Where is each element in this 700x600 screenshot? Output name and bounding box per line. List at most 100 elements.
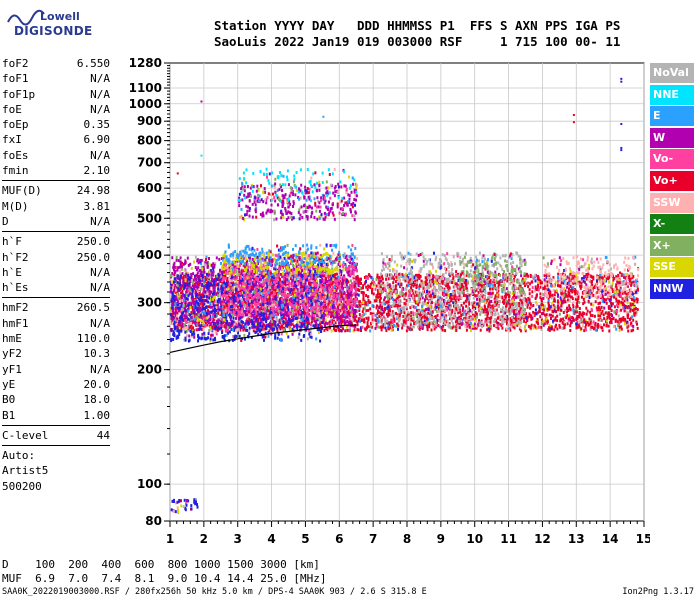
echo-point <box>576 299 579 303</box>
echo-point <box>511 302 514 306</box>
echo-point <box>540 318 543 322</box>
echo-point <box>575 308 578 312</box>
echo-point <box>457 272 459 276</box>
echo-point <box>496 300 499 304</box>
param-row: fxI 6.90 <box>2 132 110 147</box>
echo-point <box>392 281 395 285</box>
echo-point <box>412 284 415 288</box>
echo-point <box>295 279 298 283</box>
echo-point <box>416 279 419 283</box>
echo-point <box>615 275 618 279</box>
echo-point <box>200 262 203 265</box>
echo-point <box>342 287 344 290</box>
echo-point <box>255 327 258 330</box>
echo-point <box>317 257 320 261</box>
echo-point <box>491 306 494 310</box>
echo-point <box>610 321 613 325</box>
echo-point <box>367 316 370 320</box>
echo-point <box>616 320 619 324</box>
echo-point <box>375 325 378 329</box>
echo-point <box>231 273 234 277</box>
echo-point <box>535 300 538 304</box>
echo-point <box>325 290 328 294</box>
header-line-2: SaoLuis 2022 Jan19 019 003000 RSF 1 715 … <box>214 34 621 49</box>
echo-point <box>471 326 474 330</box>
echo-point <box>455 328 458 332</box>
echo-point <box>268 293 271 297</box>
echo-point <box>517 295 520 299</box>
param-row: hmF1 N/A <box>2 316 110 331</box>
separator <box>2 445 110 447</box>
echo-point <box>251 325 254 329</box>
echo-point <box>336 286 339 290</box>
echo-point <box>492 324 495 327</box>
echo-point <box>352 315 355 319</box>
echo-point <box>245 325 248 329</box>
echo-point <box>608 275 611 279</box>
echo-point <box>365 301 368 305</box>
echo-point <box>622 301 625 305</box>
echo-point <box>172 312 175 315</box>
echo-point <box>196 259 199 263</box>
echo-point <box>616 310 618 313</box>
echo-point <box>572 276 575 280</box>
echo-point <box>562 272 565 276</box>
echo-point <box>452 301 455 305</box>
echo-point <box>457 322 460 326</box>
echo-point <box>601 295 604 299</box>
echo-point <box>630 323 633 327</box>
echo-point <box>486 328 489 332</box>
echo-point <box>345 325 348 329</box>
echo-point <box>489 320 492 324</box>
echo-point <box>547 288 550 292</box>
echo-point <box>236 305 239 309</box>
echo-point <box>549 284 552 288</box>
echo-point <box>351 308 354 312</box>
echo-point <box>458 310 461 314</box>
echo-point <box>489 274 492 278</box>
echo-point <box>265 317 268 321</box>
echo-point <box>542 286 545 290</box>
echo-point <box>357 317 360 321</box>
echo-point <box>512 299 514 303</box>
echo-point <box>526 305 529 309</box>
echo-point <box>360 290 363 294</box>
echo-point <box>247 269 250 273</box>
echo-point <box>223 291 226 294</box>
echo-point <box>359 304 362 308</box>
echo-point <box>601 276 604 280</box>
param-label: fmin <box>2 164 29 178</box>
echo-point <box>528 282 531 286</box>
echo-point <box>179 256 182 260</box>
echo-point <box>490 316 493 320</box>
echo-point <box>222 321 225 325</box>
echo-point <box>309 329 312 333</box>
echo-point <box>361 325 364 329</box>
echo-point <box>322 321 325 325</box>
echo-point <box>456 288 459 292</box>
echo-point <box>412 292 415 296</box>
echo-point <box>174 307 177 311</box>
param-row: foF2 6.550 <box>2 56 110 71</box>
echo-point <box>582 324 584 328</box>
echo-point <box>578 300 581 304</box>
echo-point <box>556 299 559 303</box>
echo-point <box>543 287 546 291</box>
echo-point <box>233 293 236 296</box>
echo-point <box>398 295 401 299</box>
echo-point <box>176 314 179 318</box>
echo-point <box>427 302 429 305</box>
echo-point <box>532 304 535 307</box>
echo-point <box>524 323 527 326</box>
echo-point <box>551 314 554 318</box>
echo-point <box>198 283 201 286</box>
echo-point <box>217 300 220 304</box>
echo-point <box>173 289 176 292</box>
echo-point <box>358 306 361 310</box>
echo-point <box>211 310 214 314</box>
echo-point <box>329 285 332 289</box>
echo-point <box>513 326 516 330</box>
echo-point <box>445 284 448 288</box>
echo-point <box>588 290 591 294</box>
echo-point <box>404 302 407 306</box>
